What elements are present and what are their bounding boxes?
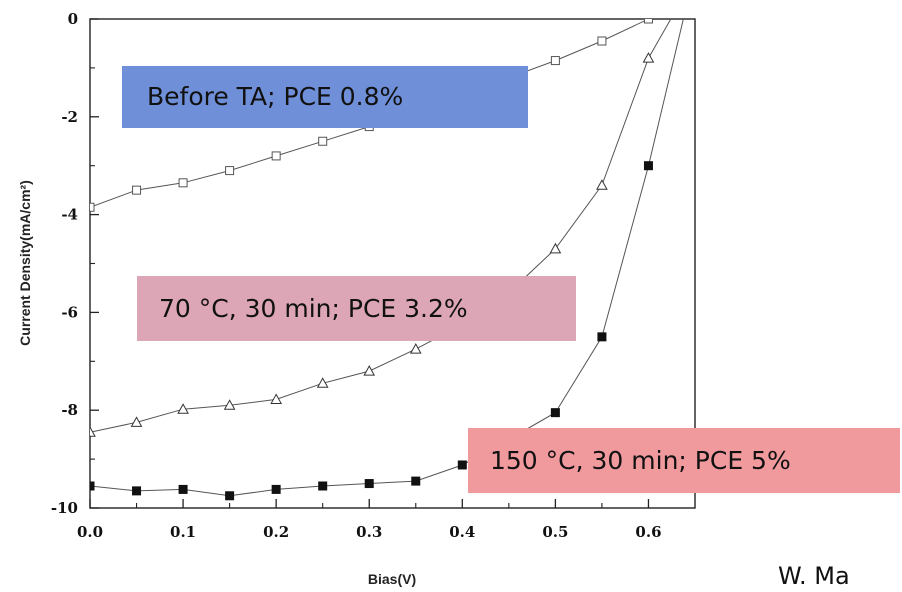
data-point [363, 365, 376, 376]
data-point [132, 185, 142, 195]
data-point [597, 36, 607, 46]
series-line-1 [90, 19, 672, 433]
data-point [271, 484, 281, 494]
data-point [178, 178, 188, 188]
annotation-70c: 70 °C, 30 min; PCE 3.2% [137, 276, 576, 341]
data-point [270, 393, 283, 404]
data-point [130, 416, 143, 427]
data-point [643, 161, 653, 171]
data-point [225, 491, 235, 501]
data-point [550, 56, 560, 66]
data-point [178, 484, 188, 494]
series-line-2 [90, 19, 684, 497]
data-point [409, 343, 422, 354]
data-point [318, 481, 328, 491]
annotation-before-ta: Before TA; PCE 0.8% [122, 66, 528, 128]
x-tick-label: 0.6 [635, 523, 661, 541]
data-point [90, 426, 96, 437]
data-point [597, 332, 607, 342]
data-point [411, 476, 421, 486]
data-point [271, 151, 281, 161]
data-point [457, 460, 467, 470]
tick-labels: 0.0 0.1 0.2 0.3 0.4 0.5 0.6 0 -2 -4 -6 -8 -10 [51, 10, 662, 541]
x-tick-label: 0.1 [170, 523, 196, 541]
x-tick-label: 0.3 [356, 523, 382, 541]
data-point [316, 377, 329, 388]
y-axis-title: Current Density(mA/cm²) [17, 180, 33, 346]
annotation-150c: 150 °C, 30 min; PCE 5% [468, 428, 900, 493]
x-tick-label: 0.2 [263, 523, 289, 541]
citation-text: W. Ma [778, 562, 850, 590]
data-point [318, 136, 328, 146]
data-point [596, 179, 608, 190]
data-point [90, 202, 95, 212]
data-point [90, 481, 95, 491]
data-point [549, 242, 562, 254]
data-point [550, 408, 560, 418]
data-point [132, 486, 142, 496]
data-point [225, 166, 235, 176]
y-tick-label: 0 [68, 10, 78, 28]
data-point [223, 399, 236, 410]
tick-marks [89, 18, 650, 509]
data-point [364, 479, 374, 489]
y-tick-label: -2 [61, 108, 78, 126]
x-tick-label: 0.4 [449, 523, 475, 541]
x-tick-label: 0.5 [542, 523, 568, 541]
x-axis-title: Bias(V) [368, 571, 416, 587]
y-tick-label: -6 [61, 303, 78, 321]
series-2 [90, 19, 684, 501]
x-tick-label: 0.0 [77, 523, 103, 541]
y-tick-label: -10 [51, 499, 78, 517]
data-point [177, 403, 189, 414]
y-tick-label: -4 [61, 206, 78, 224]
data-point [642, 52, 655, 63]
data-point [643, 19, 653, 24]
y-tick-label: -8 [61, 401, 78, 419]
